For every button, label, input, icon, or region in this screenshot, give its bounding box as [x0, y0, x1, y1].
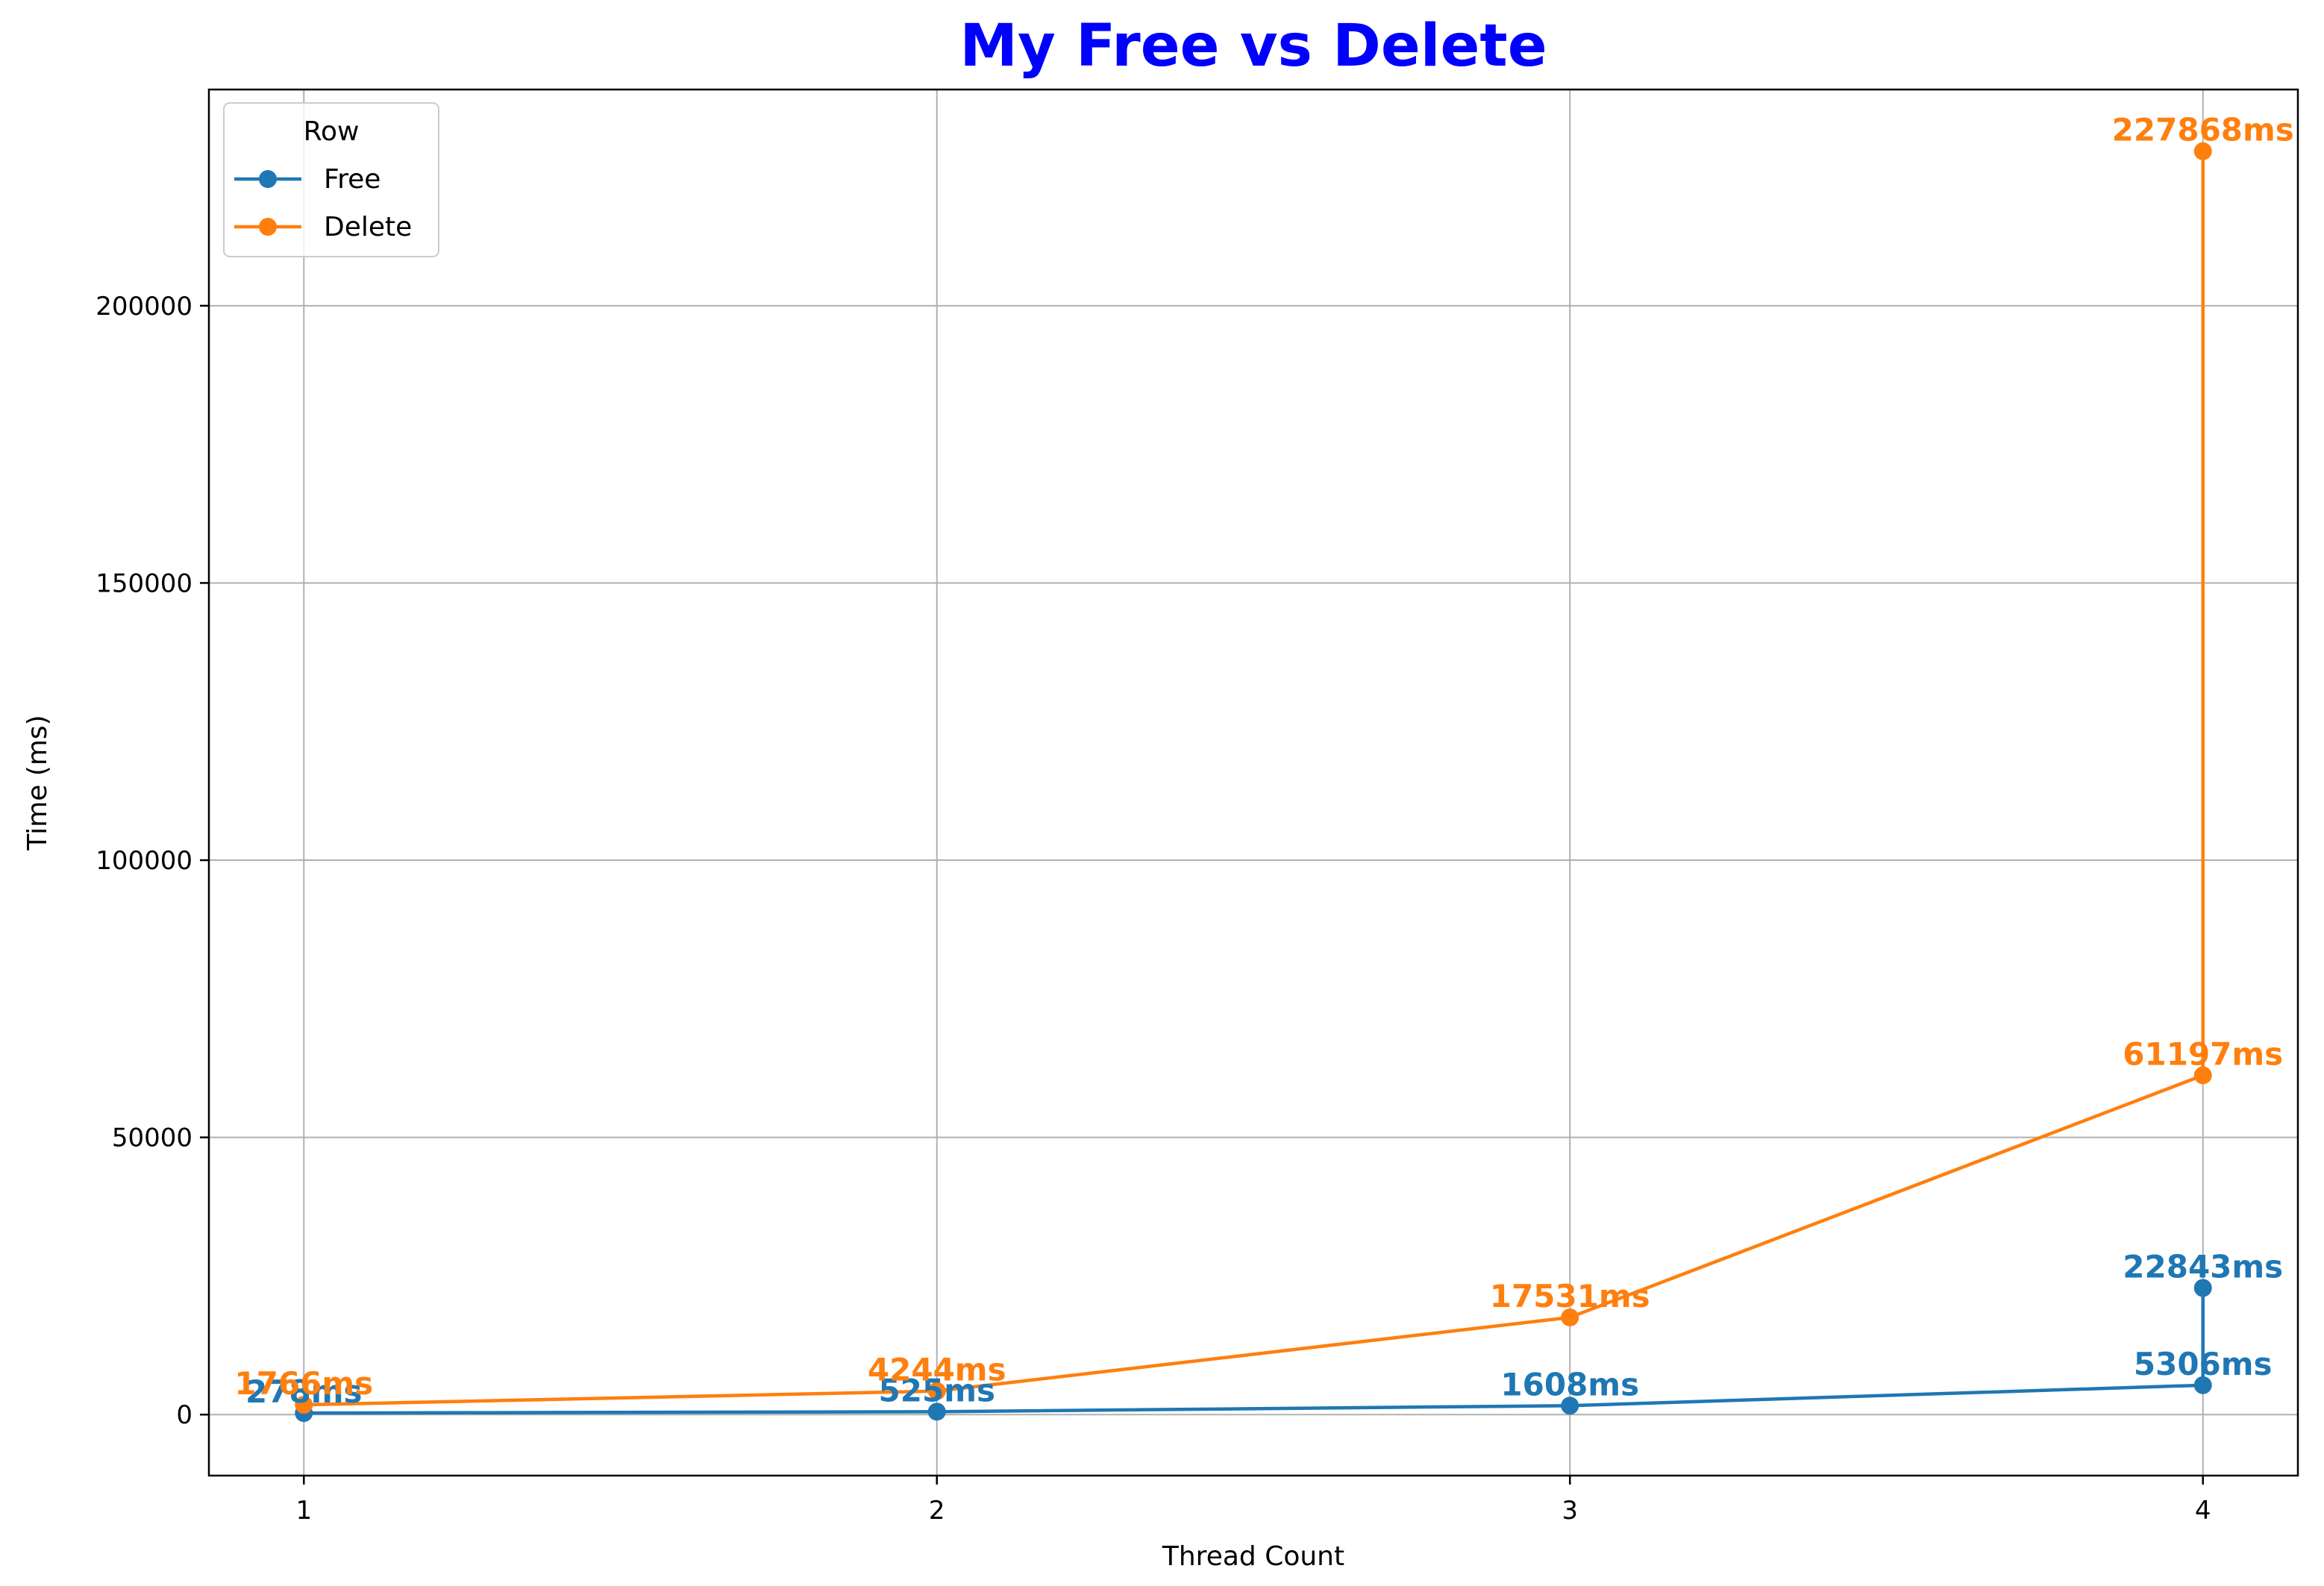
series-lines: [295, 142, 2212, 1423]
plot-frame: [207, 88, 2299, 1477]
legend-title: Row: [304, 116, 360, 147]
y-tick-label: 50000: [112, 1123, 192, 1153]
x-axis-label: Thread Count: [1162, 1541, 1344, 1572]
y-tick-label: 100000: [95, 846, 192, 876]
data-point: [2193, 1066, 2212, 1085]
axes: 1 2 3 4 0 50000 100000 150000 200000: [95, 292, 2211, 1526]
legend-items: Free Delete: [234, 164, 412, 242]
legend-box: [223, 102, 439, 257]
legend-swatch-marker: [259, 218, 277, 236]
y-axis-label: Time (ms): [22, 715, 53, 850]
data-labels: 278ms 525ms 1608ms 5306ms 22843ms 1766ms 4244m…: [234, 112, 2293, 1410]
data-point: [1561, 1397, 1579, 1415]
x-tick-label: 1: [295, 1496, 312, 1526]
data-point: [2193, 142, 2212, 160]
data-label: 1766ms: [234, 1365, 373, 1402]
data-point: [927, 1382, 946, 1400]
data-label: 5306ms: [2134, 1346, 2273, 1382]
data-label: 17531ms: [1490, 1278, 1650, 1314]
data-point: [2193, 1376, 2212, 1394]
data-label: 1608ms: [1500, 1366, 1639, 1402]
chart-title: My Free vs Delete: [959, 13, 1547, 80]
y-tick-label: 150000: [95, 568, 192, 598]
y-tick-label: 200000: [95, 292, 192, 322]
data-label: 4244ms: [868, 1352, 1006, 1388]
x-tick-label: 4: [2195, 1496, 2211, 1526]
y-tick-label: 0: [176, 1400, 192, 1430]
x-tick-label: 3: [1562, 1496, 1578, 1526]
data-point: [927, 1402, 946, 1421]
data-label: 22843ms: [2123, 1248, 2283, 1285]
x-tick-label: 2: [929, 1496, 945, 1526]
legend-swatch-marker: [259, 170, 277, 188]
data-label: 61197ms: [2123, 1035, 2283, 1072]
legend-entry-label: Free: [324, 164, 380, 195]
legend: Row Free Delete: [223, 102, 439, 257]
data-point: [2193, 1279, 2212, 1297]
data-label: 525ms: [879, 1372, 995, 1408]
data-label: 278ms: [245, 1373, 362, 1410]
data-point: [1561, 1308, 1579, 1326]
legend-entry-label: Delete: [324, 212, 412, 242]
data-point: [295, 1396, 313, 1414]
data-label: 227868ms: [2112, 112, 2294, 148]
